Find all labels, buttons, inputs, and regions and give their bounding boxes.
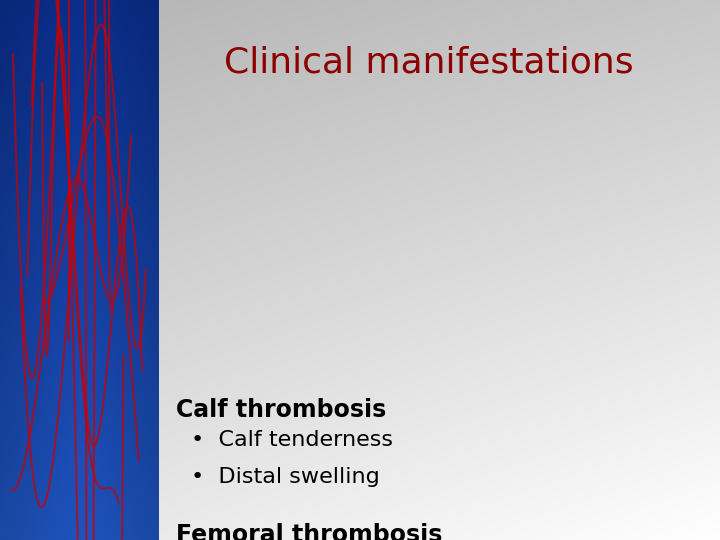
Text: Calf thrombosis: Calf thrombosis: [176, 399, 387, 422]
Text: Clinical manifestations: Clinical manifestations: [224, 45, 633, 79]
Text: •  Distal swelling: • Distal swelling: [191, 467, 379, 487]
Text: •  Calf tenderness: • Calf tenderness: [191, 430, 393, 450]
Text: Femoral thrombosis: Femoral thrombosis: [176, 523, 443, 540]
